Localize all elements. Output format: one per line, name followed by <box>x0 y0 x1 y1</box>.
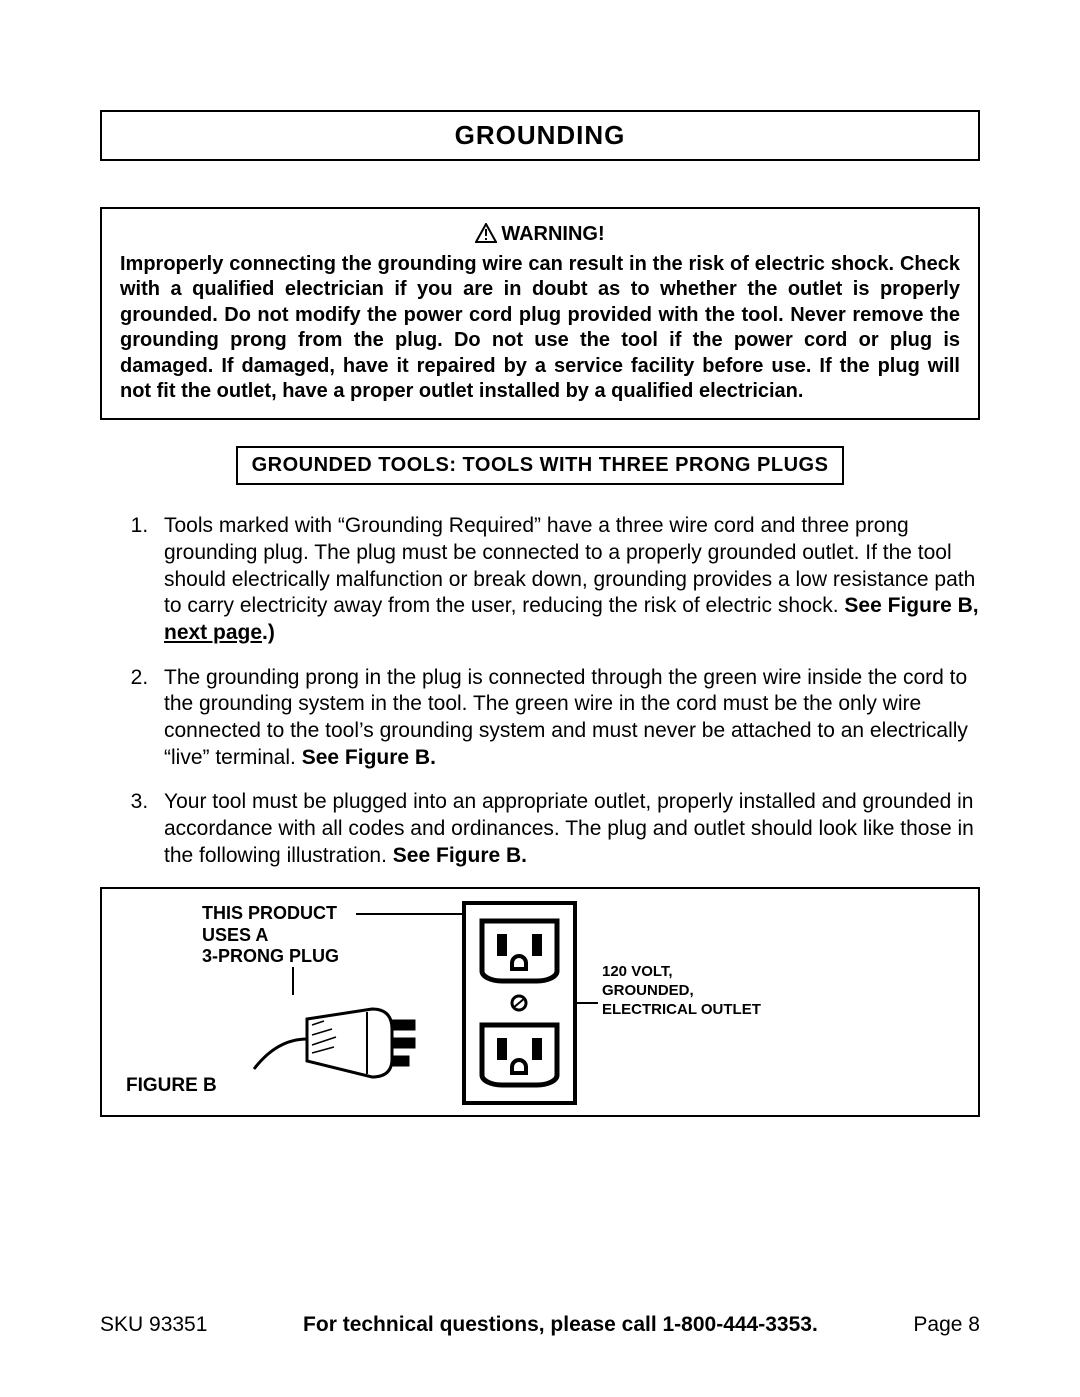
page-footer: SKU 93351 For technical questions, pleas… <box>100 1313 980 1337</box>
numbered-list: Tools marked with “Grounding Required” h… <box>100 513 980 869</box>
list-item: Tools marked with “Grounding Required” h… <box>154 513 980 646</box>
footer-page-number: Page 8 <box>913 1313 980 1337</box>
warning-label: WARNING! <box>501 223 604 245</box>
list-text: The grounding prong in the plug is conne… <box>164 666 968 769</box>
list-item: The grounding prong in the plug is conne… <box>154 665 980 772</box>
sub-heading-container: GROUNDED TOOLS: TOOLS WITH THREE PRONG P… <box>100 446 980 485</box>
leader-line <box>356 913 462 915</box>
figure-product-label: THIS PRODUCT USES A 3-PRONG PLUG <box>202 903 339 968</box>
outlet-icon <box>462 901 577 1105</box>
figure-b-box: THIS PRODUCT USES A 3-PRONG PLUG <box>100 887 980 1117</box>
list-text: Your tool must be plugged into an approp… <box>164 790 974 866</box>
sub-heading: GROUNDED TOOLS: TOOLS WITH THREE PRONG P… <box>236 446 845 485</box>
see-figure-ref: See Figure B. <box>393 844 527 867</box>
figure-caption: FIGURE B <box>126 1075 217 1097</box>
list-item: Your tool must be plugged into an approp… <box>154 789 980 869</box>
see-figure-ref: See Figure B. <box>302 746 436 769</box>
figure-outlet-label: 120 VOLT, GROUNDED, ELECTRICAL OUTLET <box>602 963 761 1019</box>
footer-support-phone: For technical questions, please call 1-8… <box>303 1313 818 1337</box>
plug-icon <box>252 979 422 1089</box>
warning-header: WARNING! <box>120 223 960 246</box>
warning-triangle-icon <box>475 223 497 243</box>
footer-sku: SKU 93351 <box>100 1313 207 1337</box>
section-title: GROUNDING <box>100 110 980 161</box>
manual-page: GROUNDING WARNING! Improperly connecting… <box>0 0 1080 1397</box>
warning-body-text: Improperly connecting the grounding wire… <box>120 252 960 404</box>
warning-box: WARNING! Improperly connecting the groun… <box>100 207 980 420</box>
